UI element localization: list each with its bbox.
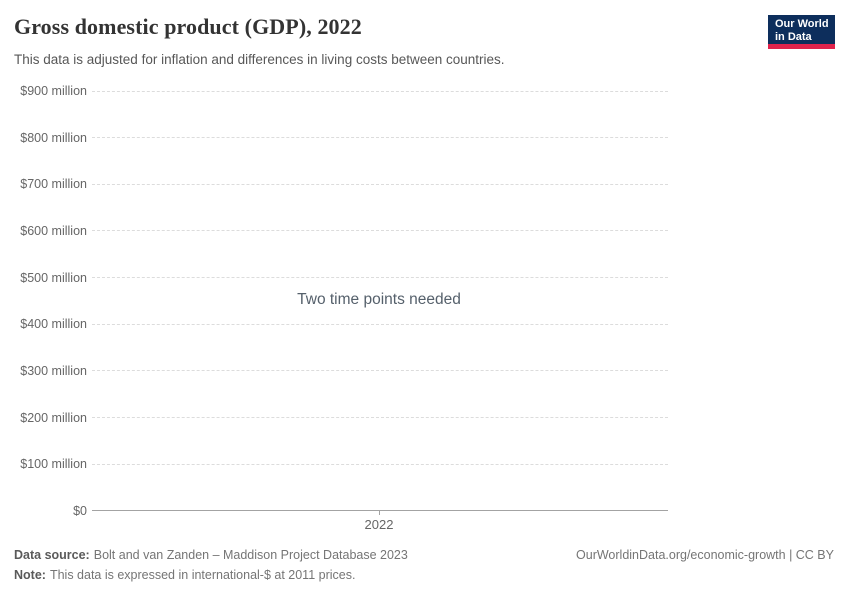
y-axis-tick-label: $100 million: [20, 457, 87, 472]
x-axis-row: $0: [14, 503, 668, 519]
gridline: [92, 323, 668, 325]
gridline-row: $200 million: [14, 410, 668, 426]
gridline-row: $800 million: [14, 130, 668, 146]
page-title: Gross domestic product (GDP), 2022: [14, 14, 362, 39]
data-source-line: Data source: Bolt and van Zanden – Maddis…: [14, 548, 408, 562]
owid-logo-line1: Our World: [775, 18, 829, 30]
owid-link[interactable]: OurWorldinData.org/economic-growth | CC …: [576, 548, 834, 562]
gridline: [92, 277, 668, 279]
gridline-row: $400 million: [14, 316, 668, 332]
gridline-row: $500 million: [14, 270, 668, 286]
y-axis-tick-label: $600 million: [20, 223, 87, 238]
gridline: [92, 183, 668, 185]
x-axis-tick-mark: [379, 511, 380, 515]
gridline: [92, 463, 668, 465]
gridline-row: $700 million: [14, 176, 668, 192]
x-axis-tick-label: 2022: [364, 517, 394, 532]
note-line: Note: This data is expressed in internati…: [14, 568, 408, 582]
chart-subtitle: This data is adjusted for inflation and …: [14, 52, 505, 67]
y-axis-tick-label: $200 million: [20, 410, 87, 425]
chart-footer: Data source: Bolt and van Zanden – Maddis…: [14, 548, 408, 588]
y-axis-tick-label: $0: [73, 503, 87, 518]
note-text: This data is expressed in international-…: [49, 568, 356, 582]
y-axis-tick-label: $500 million: [20, 270, 87, 285]
empty-chart-message: Two time points needed: [297, 291, 461, 308]
owid-logo[interactable]: Our World in Data: [768, 15, 835, 49]
gridline: [92, 90, 668, 92]
gridline: [92, 417, 668, 419]
gridline-row: $600 million: [14, 223, 668, 239]
gridline: [92, 370, 668, 372]
y-axis-tick-label: $700 million: [20, 177, 87, 192]
owid-logo-line2: in Data: [775, 31, 812, 43]
gridline: [92, 230, 668, 232]
data-source-label: Data source:: [14, 548, 90, 562]
gridline-row: $100 million: [14, 456, 668, 472]
plot-area: $900 million $800 million $700 million $…: [14, 83, 668, 519]
data-source-text: Bolt and van Zanden – Maddison Project D…: [93, 548, 408, 562]
y-axis-tick-label: $800 million: [20, 130, 87, 145]
y-axis-tick-label: $300 million: [20, 363, 87, 378]
y-axis-tick-label: $900 million: [20, 84, 87, 98]
gridline-row: $300 million: [14, 363, 668, 379]
gridline-row: $900 million: [14, 83, 668, 99]
note-label: Note:: [14, 568, 46, 582]
x-axis-line: [92, 510, 668, 512]
gridline: [92, 137, 668, 139]
y-axis-tick-label: $400 million: [20, 317, 87, 332]
